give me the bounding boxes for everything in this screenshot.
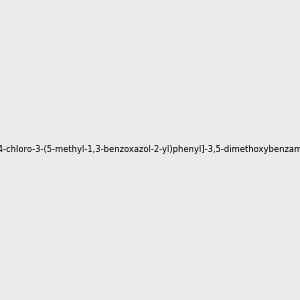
Text: N-[4-chloro-3-(5-methyl-1,3-benzoxazol-2-yl)phenyl]-3,5-dimethoxybenzamide: N-[4-chloro-3-(5-methyl-1,3-benzoxazol-2… <box>0 146 300 154</box>
